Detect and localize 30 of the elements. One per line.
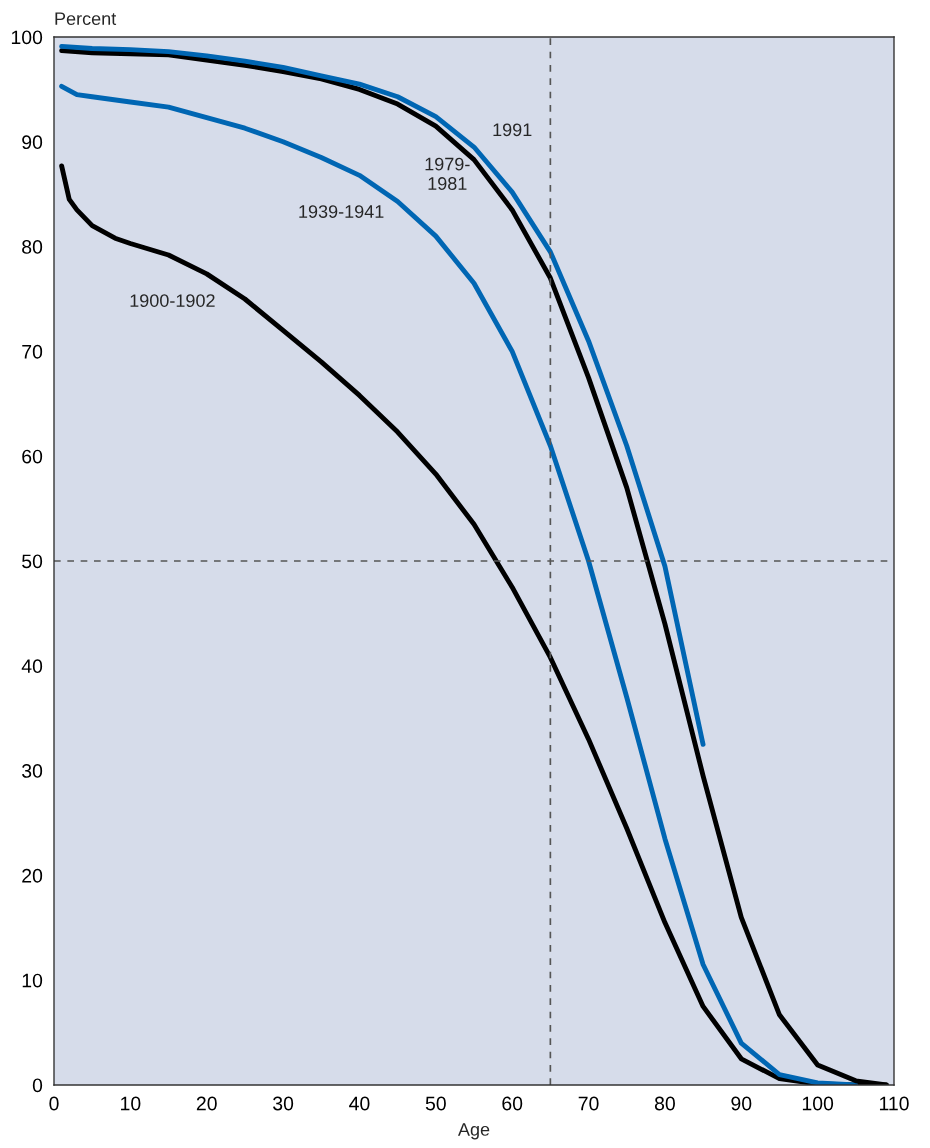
y-tick-label: 40 <box>21 659 43 674</box>
line-series <box>59 44 706 747</box>
x-tick-label: 0 <box>49 1096 59 1111</box>
y-axis-title: Percent <box>55 12 117 26</box>
y-tick-label: 20 <box>22 868 43 883</box>
x-tick-label: 80 <box>654 1096 675 1111</box>
series-label: 1939-1941 <box>299 205 384 218</box>
y-tick-label: 50 <box>22 554 43 569</box>
x-tick-label: 90 <box>731 1096 752 1111</box>
y-tick-label: 10 <box>22 973 43 988</box>
x-tick-label: 10 <box>121 1096 141 1111</box>
y-tick-label: 80 <box>22 240 43 254</box>
x-tick-label: 60 <box>502 1096 523 1111</box>
y-tick-label: 60 <box>22 449 43 464</box>
series-label: 1991 <box>493 123 532 137</box>
y-tick-label: 100 <box>11 30 43 45</box>
x-tick-label: 100 <box>802 1096 834 1111</box>
series-label: 1979- 1981 <box>425 157 470 190</box>
x-tick-label: 110 <box>879 1096 909 1111</box>
x-tick-label: 30 <box>273 1096 294 1111</box>
series-label: 1900-1902 <box>130 294 215 307</box>
x-tick-label: 40 <box>349 1096 370 1111</box>
x-axis-title: Age <box>457 1123 490 1140</box>
x-tick-label: 20 <box>196 1096 217 1111</box>
y-tick-label: 90 <box>22 135 43 150</box>
x-tick-label: 50 <box>425 1096 446 1111</box>
x-tick-label: 70 <box>578 1096 599 1111</box>
y-tick-label: 30 <box>22 764 43 778</box>
y-tick-label: 0 <box>32 1078 43 1093</box>
y-tick-label: 70 <box>22 344 43 359</box>
